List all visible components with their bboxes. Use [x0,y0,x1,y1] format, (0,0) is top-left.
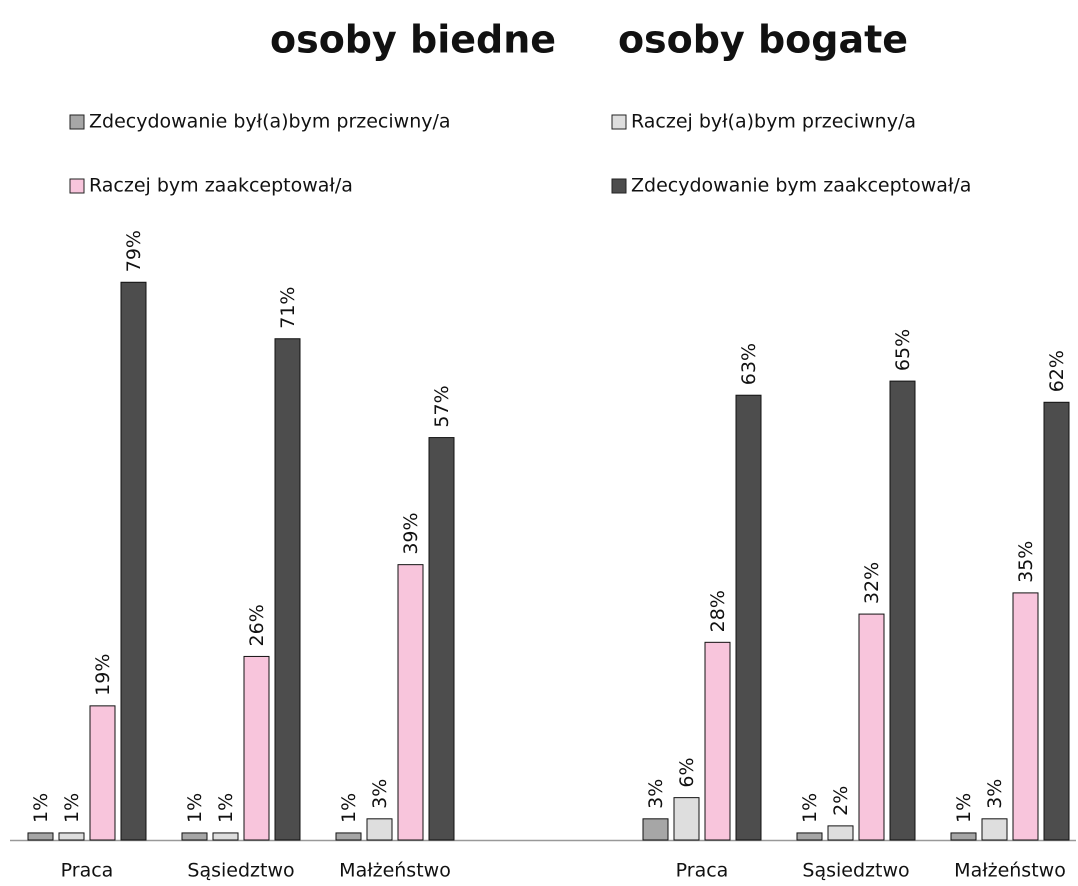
value-label: 28% [707,590,729,632]
bar [642,818,669,841]
bar [243,655,270,841]
x-tick-label: Małżeństwo [954,860,1066,882]
value-label: 3% [645,779,667,809]
value-label: 32% [861,562,883,604]
legend-swatch [69,178,85,194]
value-label: 1% [184,793,206,823]
value-label: 3% [984,779,1006,809]
value-label: 2% [830,786,852,816]
bar [366,818,393,841]
value-label: 71% [277,287,299,329]
bar [950,832,977,841]
bar [274,338,301,841]
x-tick-label: Małżeństwo [339,860,451,882]
value-label: 35% [1015,541,1037,583]
bar [397,564,424,841]
chart-title: osoby bogate [618,18,908,62]
value-label: 57% [431,385,453,427]
legend-label: Zdecydowanie był(a)bym przeciwny/a [89,111,451,133]
bar [120,281,147,841]
bar [796,832,823,841]
chart-title: osoby biedne [270,18,556,62]
legend-label: Zdecydowanie bym zaakceptował/a [631,175,971,197]
value-label: 65% [892,329,914,371]
value-label: 1% [30,793,52,823]
bar [335,832,362,841]
legend-swatch [611,178,627,194]
legend-swatch [69,114,85,130]
bar [181,832,208,841]
value-label: 1% [338,793,360,823]
bar [89,705,116,841]
bar [1043,401,1070,841]
legend-label: Raczej bym zaakceptował/a [89,175,353,197]
bar [735,394,762,841]
bar [673,797,700,841]
value-label: 1% [799,793,821,823]
value-label: 62% [1046,350,1068,392]
bar [27,832,54,841]
value-label: 1% [215,793,237,823]
value-label: 39% [400,512,422,554]
value-label: 1% [61,793,83,823]
value-label: 19% [92,654,114,696]
bar [889,380,916,841]
value-label: 3% [369,779,391,809]
legend-swatch [611,114,627,130]
bar [981,818,1008,841]
value-label: 63% [738,343,760,385]
bar [58,832,85,841]
x-tick-label: Praca [676,860,729,882]
bar [212,832,239,841]
legend-label: Raczej był(a)bym przeciwny/a [631,111,916,133]
bar [827,825,854,841]
value-label: 26% [246,604,268,646]
x-tick-label: Sąsiedztwo [187,860,294,882]
value-label: 1% [953,793,975,823]
value-label: 79% [123,230,145,272]
bar [428,437,455,841]
bar [704,641,731,841]
value-label: 6% [676,757,698,787]
x-tick-label: Sąsiedztwo [802,860,909,882]
x-tick-label: Praca [61,860,114,882]
bar [858,613,885,841]
bar [1012,592,1039,841]
